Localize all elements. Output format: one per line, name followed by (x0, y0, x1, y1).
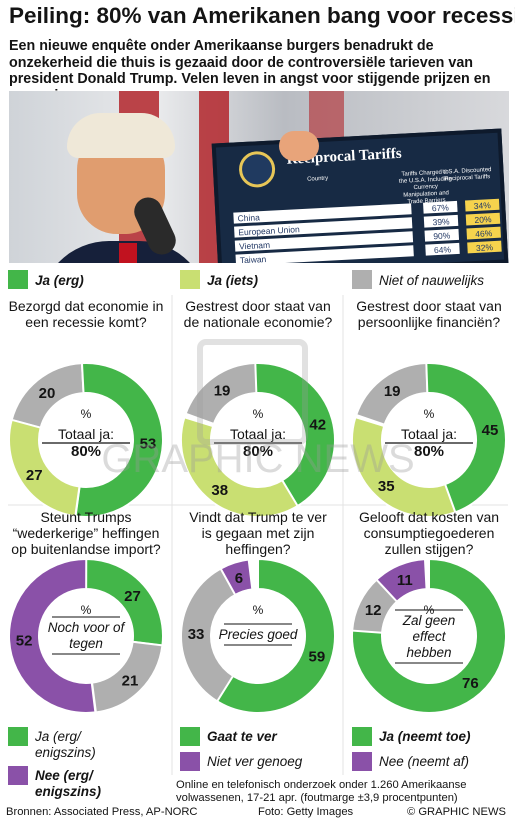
person-hair (67, 113, 175, 158)
slice-value-label: 27 (26, 467, 43, 484)
chart-question-line: Gestrest door staat van (356, 298, 502, 314)
legend-label: Gaat te ver (207, 729, 278, 744)
legend-label: Ja (neemt toe) (379, 729, 471, 744)
legend-label: Niet ver genoeg (207, 754, 303, 769)
chart-question-line: Steunt Trumps (40, 509, 131, 525)
donut-slice (210, 557, 336, 714)
chart-question-line: heffingen? (225, 541, 290, 557)
survey-method: Online en telefonisch onderzoek onder 1.… (176, 779, 467, 804)
center-text-line: hebben (406, 645, 451, 660)
slice-value-label: 12 (365, 602, 382, 619)
center-text-line: effect (412, 629, 446, 644)
legend-swatch (8, 727, 28, 746)
donut-slice (351, 557, 507, 714)
center-label: Totaal ja: (230, 426, 286, 442)
legend-swatch (180, 270, 200, 289)
center-text-line: Noch voor of (48, 620, 126, 635)
center-text-line: tegen (69, 636, 103, 651)
slice-value-label: 11 (397, 572, 413, 589)
slice-value-label: 42 (309, 416, 326, 433)
slice-value-label: 59 (308, 649, 325, 666)
slice-value-label: 21 (122, 673, 139, 690)
donut-slice (74, 362, 164, 518)
unit-label: % (424, 407, 435, 421)
chart-question-line: Vindt dat Trump te ver (189, 509, 327, 525)
page-subtitle: Een nieuwe enquête onder Amerikaanse bur… (9, 38, 491, 104)
chart-question-line: is gegaan met zijn (202, 525, 315, 541)
slice-value-label: 38 (211, 482, 228, 499)
copyright: © GRAPHIC NEWS (407, 806, 506, 818)
legend-label: Ja (iets) (207, 273, 259, 288)
slice-value-label: 52 (16, 633, 33, 650)
legend-swatch (180, 727, 200, 746)
legend-label: Ja (erg/ (34, 729, 82, 744)
legend-swatch (352, 752, 372, 771)
slice-value-label: 27 (124, 588, 141, 605)
person-hand (279, 131, 319, 161)
chart-question-line: consumptiegoederen (364, 525, 495, 541)
donut-slice (180, 416, 300, 518)
center-label: Totaal ja: (401, 426, 457, 442)
photo-credit: Foto: Getty Images (258, 806, 354, 818)
legend-label: Niet of nauwelijks (379, 273, 484, 288)
legend-label: Nee (erg/ (35, 768, 94, 783)
chart-question-line: zullen stijgen? (385, 541, 474, 557)
chart-question-line: de nationale economie? (184, 314, 333, 330)
legend-swatch (352, 727, 372, 746)
chart-question-line: persoonlijke financiën? (358, 314, 501, 330)
slice-value-label: 19 (384, 383, 401, 400)
donut-slice (219, 558, 254, 597)
watermark-text: GRAPHIC NEWS (101, 437, 414, 481)
chart-question-line: Gestrest door staat van (185, 298, 331, 314)
slice-value-label: 35 (378, 478, 395, 495)
unit-label: % (81, 407, 92, 421)
slice-value-label: 33 (188, 626, 205, 643)
chart-question-line: Gelooft dat kosten van (359, 509, 499, 525)
donut-slice (254, 362, 336, 509)
unit-label: % (253, 407, 264, 421)
center-text-line: Precies goed (219, 627, 298, 642)
legend-label: enigszins) (35, 745, 96, 760)
donut-slice (375, 558, 428, 604)
center-value: 80% (243, 443, 273, 460)
chart-question-line: Bezorgd dat economie in (9, 298, 164, 314)
legend-swatch (180, 752, 200, 771)
unit-label: % (253, 603, 264, 617)
slice-value-label: 45 (482, 422, 499, 439)
chart-question-line: “wederkerige” heffingen (13, 525, 160, 541)
legend-label: enigszins) (35, 784, 102, 799)
legend-label: Ja (erg) (35, 273, 84, 288)
slice-value-label: 6 (235, 570, 243, 587)
slice-value-label: 76 (462, 675, 479, 692)
person-tie (119, 243, 137, 263)
page-title: Peiling: 80% van Amerikanen bang voor re… (9, 3, 515, 28)
center-label: Totaal ja: (58, 426, 114, 442)
legend-label: Nee (neemt af) (379, 754, 469, 769)
news-photo: Reciprocal Tariffs Country Tariffs Charg… (9, 91, 509, 263)
donut-slice (351, 415, 457, 518)
sources: Bronnen: Associated Press, AP-NORC (6, 806, 198, 818)
slice-value-label: 53 (140, 436, 157, 453)
center-value: 80% (71, 443, 101, 460)
center-text-line: Zal geen (402, 613, 456, 628)
donut-slice (425, 362, 507, 515)
chart-question-line: op buitenlandse import? (11, 541, 161, 557)
legend-swatch (8, 270, 28, 289)
donut-slice (8, 418, 81, 518)
legend-swatch (352, 270, 372, 289)
slice-value-label: 20 (39, 385, 56, 402)
watermark-logo-icon (197, 339, 308, 445)
slice-value-label: 19 (214, 382, 231, 399)
center-value: 80% (414, 443, 444, 460)
unit-label: % (81, 603, 92, 617)
legend-swatch (8, 766, 28, 785)
chart-question-line: een recessie komt? (25, 314, 147, 330)
donut-slice (8, 557, 97, 714)
